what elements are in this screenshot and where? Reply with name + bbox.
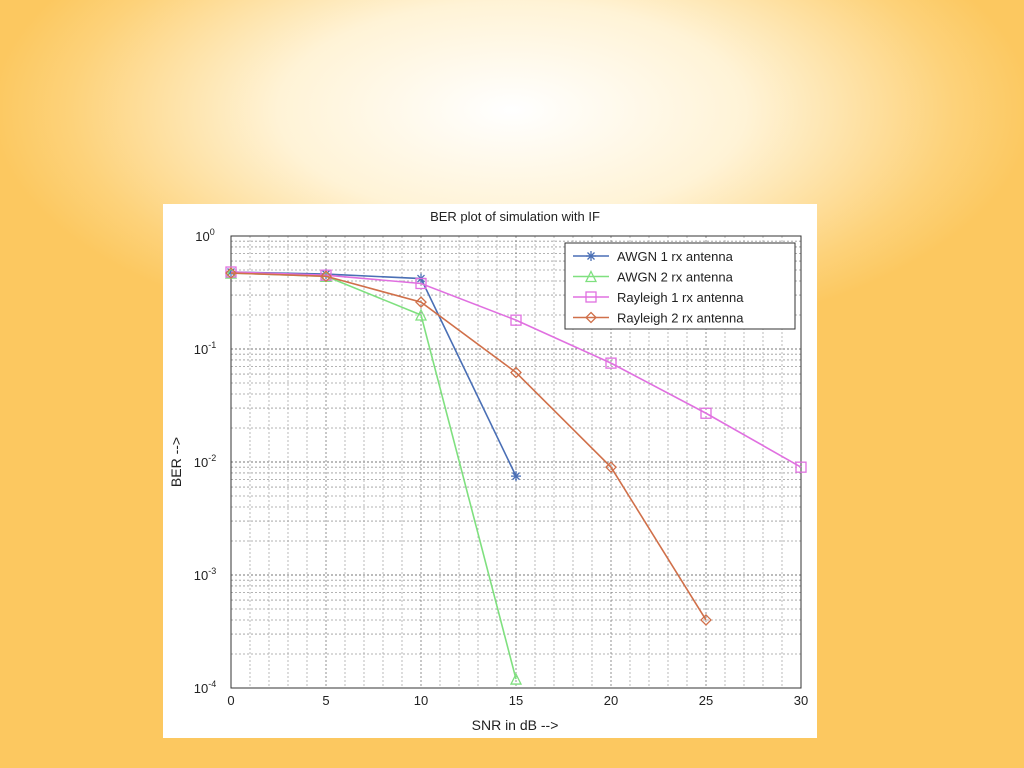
data-point bbox=[586, 251, 596, 261]
legend-label: Rayleigh 2 rx antenna bbox=[617, 311, 744, 326]
x-axis-title: SNR in dB --> bbox=[472, 717, 559, 733]
data-point bbox=[585, 311, 597, 324]
data-point bbox=[700, 407, 712, 419]
series-line-4 bbox=[230, 272, 707, 621]
legend-label: Rayleigh 1 rx antenna bbox=[617, 290, 744, 305]
x-tick-label: 15 bbox=[509, 693, 523, 708]
y-tick-label: 10-2 bbox=[194, 453, 216, 470]
series-line-2 bbox=[230, 272, 517, 680]
chart-panel: BER plot of simulation with IF 0 5 10 15 20 2… bbox=[163, 204, 817, 738]
legend-label: AWGN 2 rx antenna bbox=[617, 270, 734, 285]
data-point bbox=[700, 614, 712, 626]
x-tick-label: 0 bbox=[227, 693, 234, 708]
data-point bbox=[415, 296, 427, 309]
series-line-3 bbox=[230, 271, 802, 468]
data-point bbox=[584, 270, 598, 283]
y-axis-title: BER --> bbox=[168, 437, 184, 487]
data-point bbox=[509, 672, 523, 685]
data-point bbox=[225, 266, 237, 278]
y-tick-label: 10-4 bbox=[194, 679, 216, 696]
y-tick-label: 10-3 bbox=[194, 566, 216, 583]
series-line-1 bbox=[230, 271, 517, 477]
data-point bbox=[415, 277, 427, 290]
data-point bbox=[795, 461, 807, 473]
chart-title: BER plot of simulation with IF bbox=[430, 209, 600, 224]
legend: AWGN 1 rx antenna AWGN 2 rx antenna Raylei… bbox=[564, 242, 796, 330]
data-point bbox=[510, 314, 522, 326]
y-tick-label: 10-1 bbox=[194, 340, 216, 357]
data-point bbox=[605, 461, 617, 474]
data-point bbox=[320, 269, 332, 281]
data-point bbox=[585, 291, 597, 303]
data-point bbox=[605, 357, 617, 369]
legend-box bbox=[564, 242, 796, 330]
x-tick-label: 10 bbox=[414, 693, 428, 708]
data-point bbox=[510, 366, 522, 379]
data-point bbox=[225, 267, 237, 279]
ber-chart: BER plot of simulation with IF 0 5 10 15 20 2… bbox=[168, 209, 808, 733]
y-tick-label: 100 bbox=[195, 227, 214, 244]
x-tick-label: 25 bbox=[699, 693, 713, 708]
data-point bbox=[511, 471, 521, 482]
x-tick-label: 5 bbox=[322, 693, 329, 708]
x-tick-label: 20 bbox=[604, 693, 618, 708]
series-layer bbox=[224, 266, 807, 685]
data-point bbox=[414, 308, 428, 321]
x-tick-label: 30 bbox=[794, 693, 808, 708]
legend-label: AWGN 1 rx antenna bbox=[617, 249, 734, 264]
data-point bbox=[320, 270, 332, 283]
